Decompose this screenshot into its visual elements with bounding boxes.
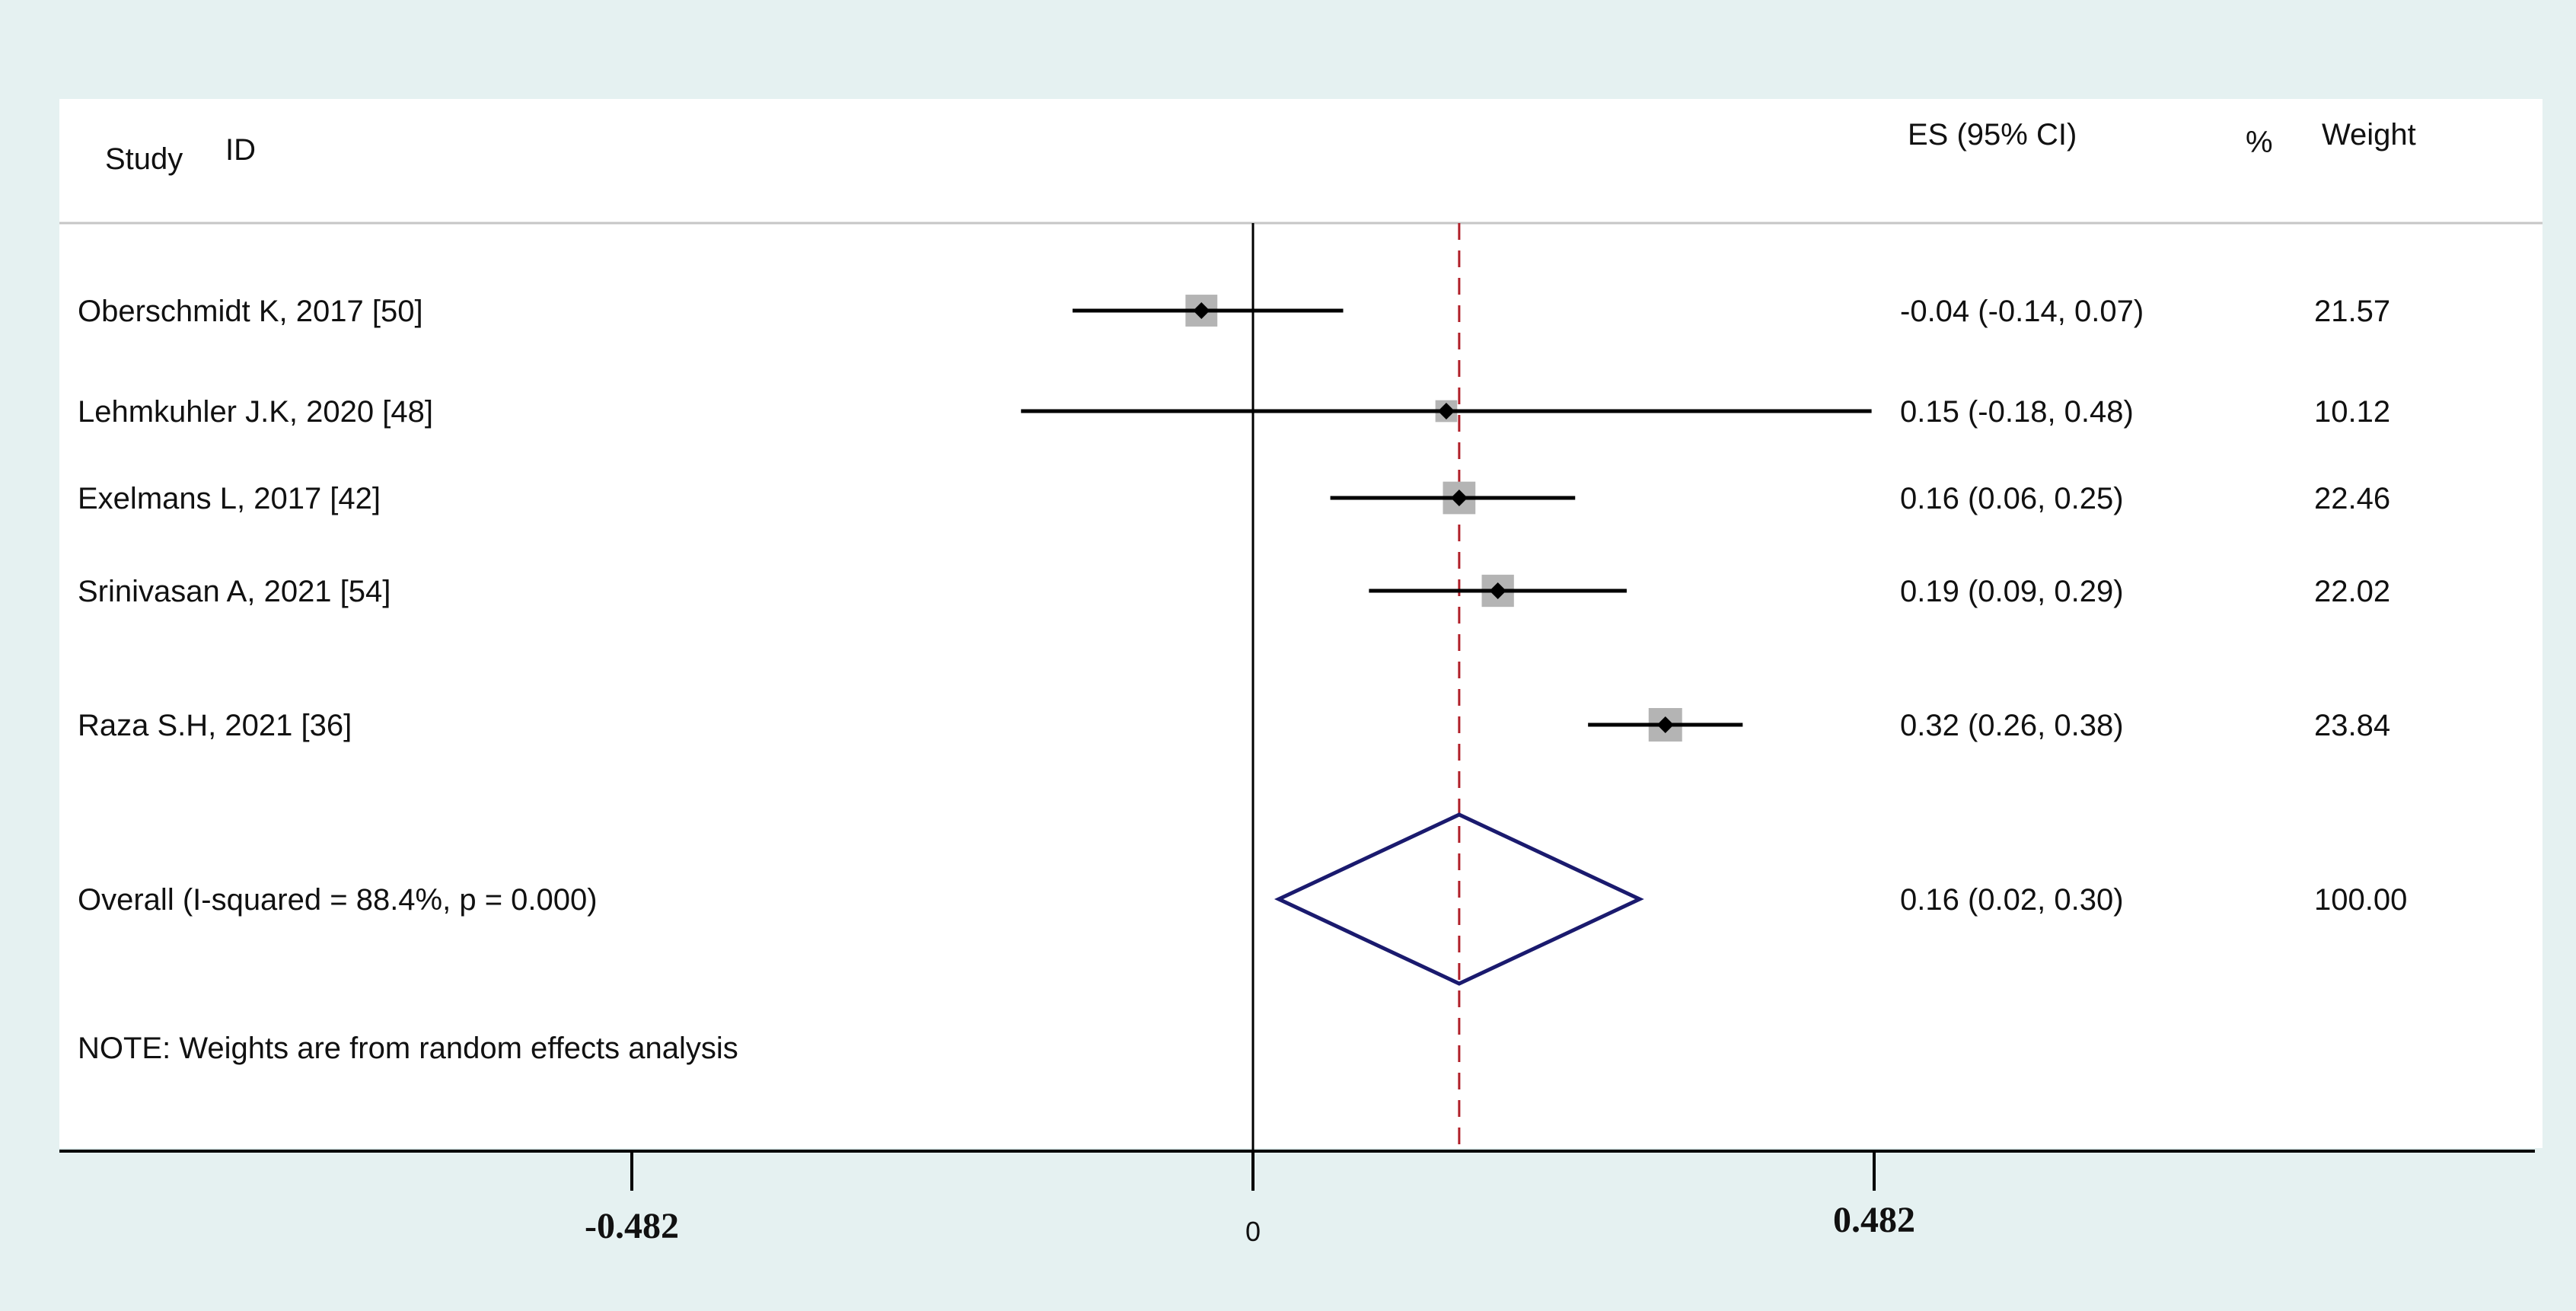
header-percent: % (2246, 126, 2273, 159)
effect-size-text: 0.19 (0.09, 0.29) (1900, 575, 2124, 608)
weight-text: 10.12 (2314, 395, 2390, 429)
study-label: Lehmkuhler J.K, 2020 [48] (78, 395, 433, 429)
header-es: ES (95% CI) (1908, 118, 2077, 152)
study-label: Srinivasan A, 2021 [54] (78, 575, 391, 608)
header-id: ID (225, 133, 256, 167)
point-estimate (1656, 716, 1674, 733)
weight-text: 23.84 (2314, 709, 2390, 742)
point-estimate (1450, 490, 1468, 506)
effect-size-text: 0.32 (0.26, 0.38) (1900, 709, 2124, 742)
overall-effect-text: 0.16 (0.02, 0.30) (1900, 883, 2124, 917)
point-estimate (1193, 302, 1210, 319)
weight-text: 22.46 (2314, 482, 2390, 515)
effect-size-text: 0.16 (0.06, 0.25) (1900, 482, 2124, 515)
study-label: Oberschmidt K, 2017 [50] (78, 295, 423, 328)
header-study: Study (105, 142, 183, 176)
effect-size-text: -0.04 (-0.14, 0.07) (1900, 295, 2144, 328)
x-tick-label: 0.482 (1833, 1200, 1915, 1240)
effect-size-text: 0.15 (-0.18, 0.48) (1900, 395, 2134, 429)
overall-diamond (1274, 812, 1644, 986)
overall-label: Overall (I-squared = 88.4%, p = 0.000) (78, 883, 598, 917)
x-tick-label: 0 (1245, 1216, 1261, 1247)
point-estimate (1437, 403, 1455, 419)
weight-text: 22.02 (2314, 575, 2390, 608)
study-label: Raza S.H, 2021 [36] (78, 709, 352, 742)
weights-note: NOTE: Weights are from random effects an… (78, 1032, 738, 1065)
plot-panel (59, 99, 2543, 1148)
header-weight: Weight (2322, 118, 2416, 152)
weight-text: 21.57 (2314, 295, 2390, 328)
study-label: Exelmans L, 2017 [42] (78, 482, 381, 515)
point-estimate (1489, 582, 1506, 599)
x-tick-label: -0.482 (585, 1206, 679, 1246)
overall-weight-text: 100.00 (2314, 883, 2407, 917)
